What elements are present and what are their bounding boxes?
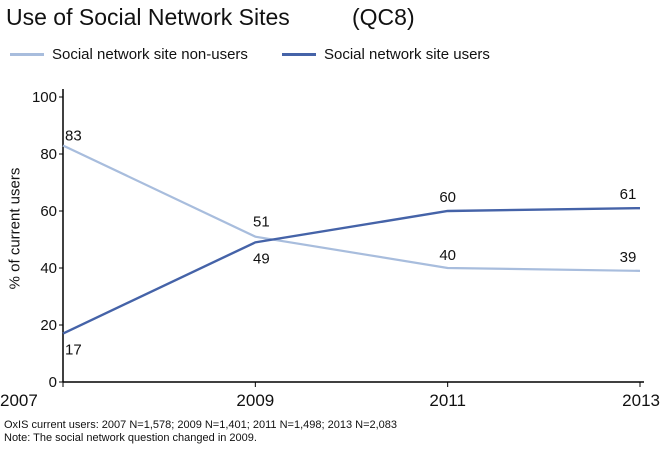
- y-tick-label-0: 0: [49, 374, 57, 391]
- y-tick-label-60: 60: [40, 203, 57, 220]
- legend-item-users: Social network site users: [282, 44, 490, 64]
- legend-swatch-non-users: [10, 52, 44, 56]
- y-tick-label-40: 40: [40, 260, 57, 277]
- data-label-users-2009: 49: [253, 250, 270, 267]
- data-label-non-users-2007: 83: [65, 127, 82, 144]
- x-tick-label-2011: 2011: [429, 391, 466, 410]
- question-change-note: Note: The social network question change…: [4, 432, 257, 444]
- y-tick-label-100: 100: [32, 89, 57, 106]
- non-users-series-line: [62, 144, 641, 272]
- data-label-users-2013: 61: [620, 186, 637, 203]
- legend-swatch-users: [282, 52, 316, 56]
- data-label-non-users-2013: 39: [620, 249, 637, 266]
- chart-title: Use of Social Network Sites: [6, 4, 290, 30]
- users-series-line: [62, 206, 641, 335]
- y-tick-label-20: 20: [40, 317, 57, 334]
- x-tick-label-2009: 2009: [236, 391, 274, 410]
- data-label-non-users-2011: 40: [439, 247, 456, 264]
- legend-item-non-users: Social network site non-users: [10, 44, 248, 64]
- legend-label-non-users: Social network site non-users: [52, 45, 248, 63]
- legend-label-users: Social network site users: [324, 45, 490, 63]
- x-tick-label-2013: 2013: [622, 391, 660, 410]
- sample-size-note: OxIS current users: 2007 N=1,578; 2009 N…: [4, 419, 398, 431]
- question-code: (QC8): [352, 4, 415, 30]
- data-label-users-2011: 60: [439, 189, 456, 206]
- x-tick-label-2007: 2007: [0, 391, 38, 410]
- data-label-users-2007: 17: [65, 342, 82, 359]
- data-label-non-users-2009: 51: [253, 214, 270, 231]
- y-tick-label-80: 80: [40, 146, 57, 163]
